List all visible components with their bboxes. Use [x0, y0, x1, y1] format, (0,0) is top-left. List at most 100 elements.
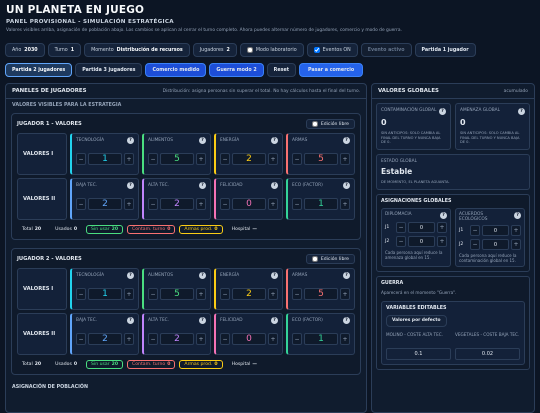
button[interactable]: Partida 2 jugadores [5, 63, 73, 77]
help-icon[interactable]: ? [199, 317, 206, 324]
app-title: UN PLANETA EN JUEGO [6, 4, 145, 16]
help-icon[interactable]: ? [343, 317, 350, 324]
button[interactable]: Partida 3 jugadores [75, 63, 143, 77]
checkbox[interactable] [311, 256, 318, 262]
decrement-button[interactable]: − [76, 198, 86, 210]
stepper: −0 + [396, 235, 447, 247]
increment-button[interactable]: + [511, 238, 521, 250]
help-icon[interactable]: ? [343, 272, 350, 279]
free-edit-toggle[interactable]: Edición libre [305, 119, 355, 129]
increment-button[interactable]: + [196, 333, 206, 345]
increment-button[interactable]: + [124, 288, 134, 300]
war-title: GUERRA [381, 281, 404, 287]
help-icon[interactable]: ? [127, 272, 134, 279]
stats: Total 20 Usados 0 Sin usar 20 Contam. turno 0 Ar… [17, 360, 355, 369]
decrement-button[interactable]: − [76, 153, 86, 165]
help-icon[interactable]: ? [518, 108, 525, 115]
free-edit-toggle[interactable]: Edición libre [305, 254, 355, 264]
cell-header: ALIMENTOS? [148, 137, 206, 144]
decrement-button[interactable]: − [470, 224, 480, 236]
decrement-button[interactable]: − [148, 153, 158, 165]
increment-button[interactable]: + [196, 288, 206, 300]
decrement-button[interactable]: − [148, 288, 158, 300]
stepper: −5 + [292, 153, 350, 165]
button[interactable]: Comercio medido [145, 63, 207, 77]
help-icon[interactable]: ? [439, 108, 446, 115]
help-icon[interactable]: ? [271, 272, 278, 279]
increment-button[interactable]: + [437, 235, 447, 247]
help-icon[interactable]: ? [127, 182, 134, 189]
global-cards: CONTAMINACIÓN GLOBAL? 0 SIN ANTICIPOS: SOL… [372, 99, 534, 154]
stat: Usados 0 [50, 225, 82, 234]
help-icon[interactable]: ? [199, 137, 206, 144]
increment-button[interactable]: + [268, 288, 278, 300]
decrement-button[interactable]: − [220, 198, 230, 210]
stat: Armas prod. 0 [179, 360, 223, 369]
help-icon[interactable]: ? [199, 182, 206, 189]
increment-button[interactable]: + [340, 288, 350, 300]
decrement-button[interactable]: − [220, 333, 230, 345]
increment-button[interactable]: + [196, 153, 206, 165]
increment-button[interactable]: + [340, 333, 350, 345]
button[interactable]: Guerra modo 2 [209, 63, 264, 77]
increment-button[interactable]: + [268, 153, 278, 165]
increment-button[interactable]: + [124, 333, 134, 345]
increment-button[interactable]: + [511, 224, 521, 236]
decrement-button[interactable]: − [292, 153, 302, 165]
checkbox[interactable] [313, 47, 320, 53]
decrement-button[interactable]: − [396, 235, 406, 247]
increment-button[interactable]: + [196, 198, 206, 210]
value: 0 [408, 221, 435, 233]
button[interactable]: Reset [266, 63, 297, 77]
help-icon[interactable]: ? [440, 211, 447, 219]
help-icon[interactable]: ? [271, 317, 278, 324]
decrement-button[interactable]: − [148, 198, 158, 210]
value-group: VALORES I TECNOLOGÍA? −1 + ALIMENTOS? −5 + ENER… [17, 133, 355, 175]
help-icon[interactable]: ? [343, 182, 350, 189]
checkbox[interactable] [311, 121, 318, 127]
increment-button[interactable]: + [124, 198, 134, 210]
decrement-button[interactable]: − [470, 238, 480, 250]
toggle[interactable]: Eventos ON [306, 43, 358, 57]
decrement-button[interactable]: − [292, 198, 302, 210]
value-name: TECNOLOGÍA [76, 273, 105, 278]
value-cell: BAJA TEC.? −2 + [70, 178, 139, 220]
toggle[interactable]: Modo laboratorio [239, 43, 304, 57]
reset-defaults-button[interactable]: Valores por defecto [386, 314, 447, 327]
help-icon[interactable]: ? [199, 272, 206, 279]
decrement-button[interactable]: − [220, 288, 230, 300]
decrement-button[interactable]: − [292, 288, 302, 300]
field-input[interactable]: 0.02 [455, 347, 520, 360]
card-note: SIN ANTICIPOS: SOLO CAMBIA AL FINAL DEL … [460, 131, 520, 145]
chip-value: Distribución de recursos [116, 47, 183, 53]
help-icon[interactable]: ? [343, 137, 350, 144]
decrement-button[interactable]: − [148, 333, 158, 345]
increment-button[interactable]: + [340, 198, 350, 210]
decrement-button[interactable]: − [396, 221, 406, 233]
stat: Total 20 [17, 360, 46, 369]
help-icon[interactable]: ? [271, 137, 278, 144]
increment-button[interactable]: + [437, 221, 447, 233]
decrement-button[interactable]: − [76, 333, 86, 345]
button[interactable]: Pasar a comercio [299, 63, 364, 77]
stat-label: Usados [55, 362, 72, 367]
stepper: −2 + [148, 198, 206, 210]
increment-button[interactable]: + [124, 153, 134, 165]
value: 2 [160, 333, 194, 345]
increment-button[interactable]: + [268, 333, 278, 345]
help-icon[interactable]: ? [271, 182, 278, 189]
value-name: FELICIDAD [220, 183, 243, 188]
help-icon[interactable]: ? [127, 317, 134, 324]
help-icon[interactable]: ? [127, 137, 134, 144]
increment-button[interactable]: + [268, 198, 278, 210]
player-label: J2 [459, 241, 464, 247]
increment-button[interactable]: + [340, 153, 350, 165]
decrement-button[interactable]: − [292, 333, 302, 345]
decrement-button[interactable]: − [76, 288, 86, 300]
checkbox[interactable] [246, 47, 253, 53]
field-input[interactable]: 0.1 [386, 347, 451, 360]
button[interactable]: Partida 1 jugador [414, 43, 476, 57]
help-icon[interactable]: ? [514, 211, 521, 219]
decrement-button[interactable]: − [220, 153, 230, 165]
player-header: JUGADOR 1 - VALORES Edición libre [17, 118, 355, 130]
